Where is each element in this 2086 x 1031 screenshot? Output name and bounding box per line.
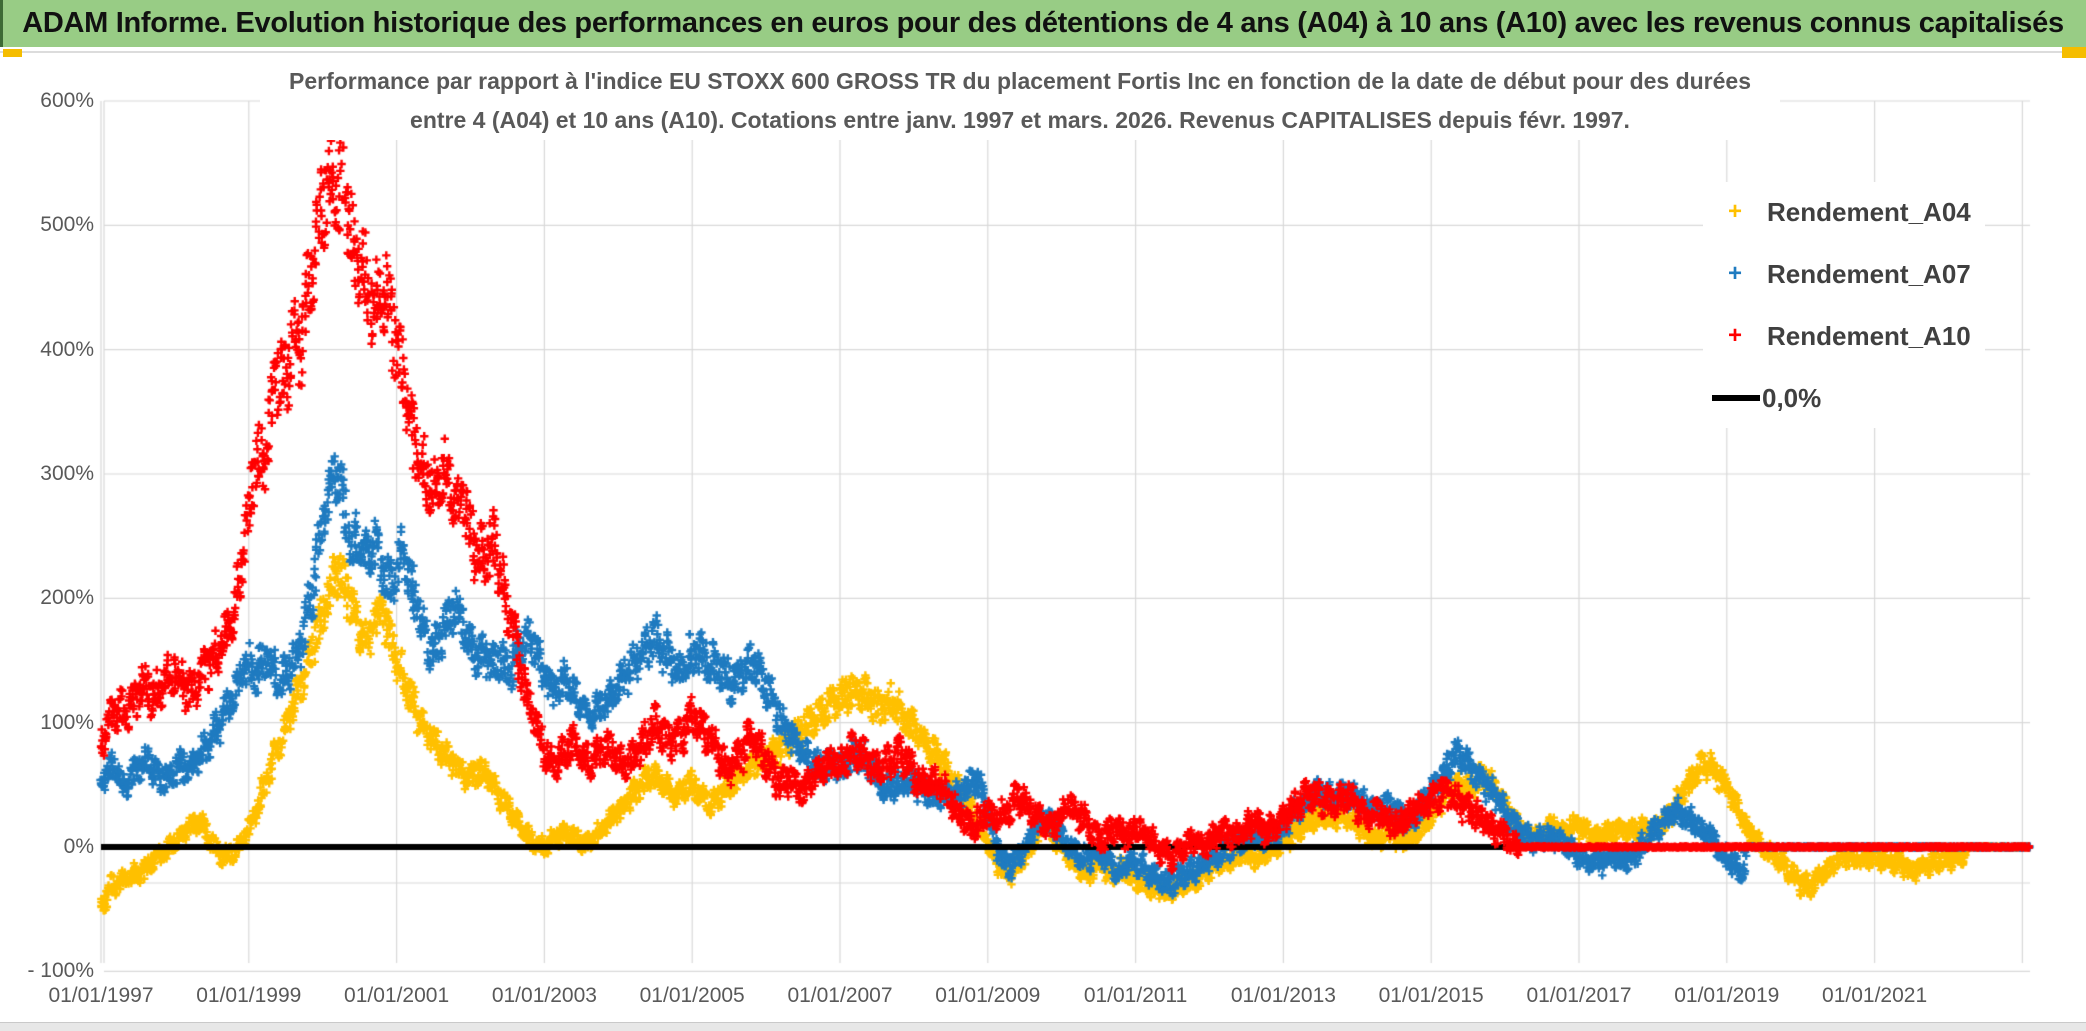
left-edge-accent	[0, 0, 3, 47]
page-title: ADAM Informe. Evolution historique des p…	[22, 7, 2064, 39]
plus-marker-icon: +	[1727, 260, 1742, 287]
y-axis-label: 0%	[63, 835, 94, 858]
legend-entry-rendement-a04[interactable]: + Rendement_A04	[1703, 186, 1985, 238]
chart-title-bar: ADAM Informe. Evolution historique des p…	[0, 0, 2086, 47]
title-divider	[0, 51, 2086, 53]
legend-label: 0,0%	[1762, 382, 1822, 413]
y-axis-label: - 100%	[27, 959, 94, 983]
x-axis-label: 01/01/2009	[935, 984, 1041, 1007]
x-axis-label: 01/01/2015	[1378, 984, 1484, 1007]
legend-entry-rendement-a07[interactable]: + Rendement_A07	[1703, 248, 1985, 300]
chart-subtitle-line-2: entre 4 (A04) et 10 ans (A10). Cotations…	[410, 107, 1630, 133]
chart-subtitle-line-1: Performance par rapport à l'indice EU ST…	[288, 68, 1752, 94]
y-axis-label: 400%	[40, 337, 94, 361]
legend-label: Rendement_A04	[1767, 196, 1971, 227]
selection-handle-top-right[interactable]	[2062, 47, 2086, 58]
x-axis-label: 01/01/2011	[1083, 984, 1188, 1007]
selection-handle-top-left[interactable]	[3, 49, 22, 57]
plus-marker-icon: +	[1727, 198, 1742, 225]
y-axis-label: 300%	[40, 462, 94, 485]
plus-marker-icon: +	[1727, 322, 1742, 349]
x-axis-label: 01/01/2013	[1230, 984, 1336, 1007]
x-axis-label: 01/01/2021	[1822, 984, 1928, 1007]
x-axis-label: 01/01/2019	[1674, 984, 1780, 1007]
x-axis-label: 01/01/1997	[48, 984, 154, 1007]
chart-subtitle: Performance par rapport à l'indice EU ST…	[260, 62, 1780, 140]
window-bottom-edge	[0, 1022, 2086, 1031]
y-axis-label: 200%	[40, 586, 94, 610]
legend-label: Rendement_A10	[1767, 320, 1971, 351]
zero-line-swatch-icon	[1712, 395, 1760, 401]
y-axis-label: 100%	[40, 710, 94, 734]
legend-entry-zero-line[interactable]: 0,0%	[1703, 372, 1985, 424]
legend-entry-rendement-a10[interactable]: + Rendement_A10	[1703, 310, 1985, 362]
x-axis-label: 01/01/2001	[344, 984, 450, 1007]
x-axis-label: 01/01/2005	[639, 984, 745, 1007]
x-axis-label: 01/01/2017	[1526, 984, 1632, 1007]
legend-label: Rendement_A07	[1767, 258, 1971, 289]
y-axis-label: 500%	[40, 213, 94, 237]
x-axis-label: 01/01/2003	[491, 984, 597, 1007]
chart-legend: + Rendement_A04 + Rendement_A07 + Rendem…	[1703, 182, 1985, 428]
y-axis-label: 600%	[40, 89, 94, 113]
x-axis-label: 01/01/2007	[787, 984, 893, 1007]
x-axis-label: 01/01/1999	[196, 984, 302, 1007]
